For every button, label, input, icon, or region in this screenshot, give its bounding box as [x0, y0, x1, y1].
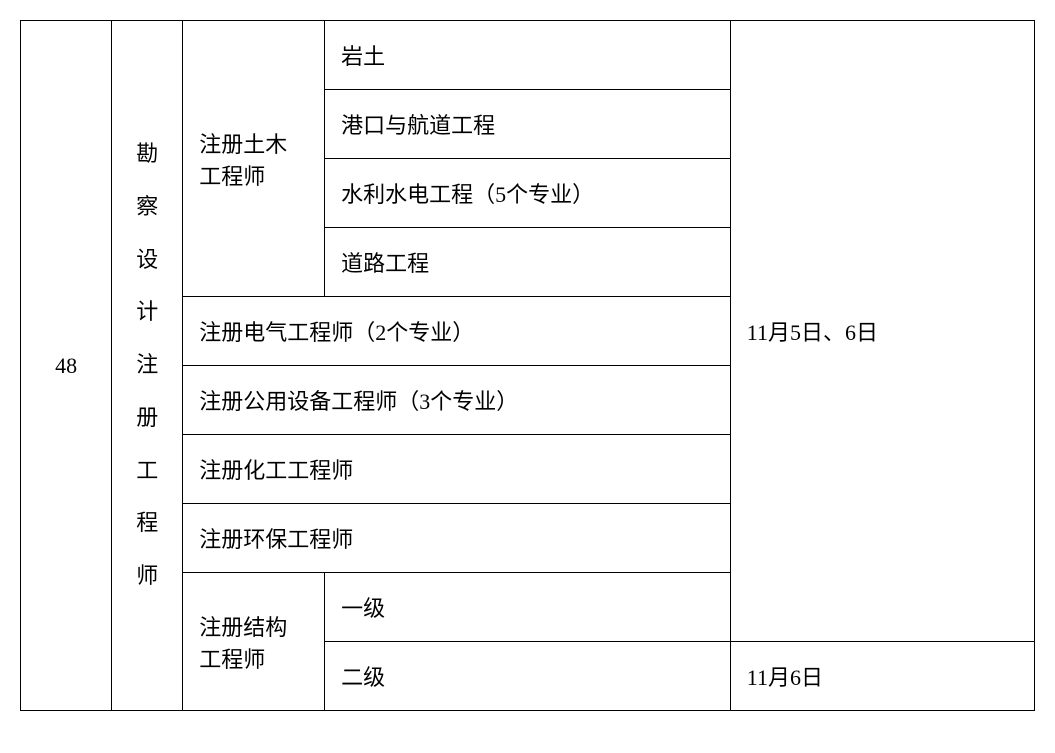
structural-cell: 注册结构工程师 [183, 573, 325, 711]
cat-char-4: 注 [136, 339, 158, 392]
exam-schedule-table-container: 48 勘 察 设 计 注 册 工 程 师 注册土木工程师 岩土 [20, 20, 1035, 711]
cat-char-2: 设 [136, 234, 158, 287]
date1-cell: 11月5日、6日 [730, 21, 1034, 642]
date2-cell: 11月6日 [730, 642, 1034, 711]
civil-engineer-label: 注册土木工程师 [199, 132, 287, 189]
environmental-cell: 注册环保工程师 [183, 504, 731, 573]
row-index-cell: 48 [21, 21, 112, 711]
category-cell: 勘 察 设 计 注 册 工 程 师 [112, 21, 183, 711]
geotech-label: 岩土 [341, 44, 385, 69]
chemical-cell: 注册化工工程师 [183, 435, 731, 504]
level1-label: 一级 [341, 596, 385, 621]
exam-schedule-table: 48 勘 察 设 计 注 册 工 程 师 注册土木工程师 岩土 [20, 20, 1035, 711]
port-cell: 港口与航道工程 [325, 90, 731, 159]
geotech-cell: 岩土 [325, 21, 731, 90]
table-row: 48 勘 察 设 计 注 册 工 程 师 注册土木工程师 岩土 [21, 21, 1035, 90]
civil-engineer-cell: 注册土木工程师 [183, 21, 325, 297]
category-vertical-text: 勘 察 设 计 注 册 工 程 师 [136, 128, 158, 603]
chemical-label: 注册化工工程师 [199, 458, 353, 483]
hydraulic-label: 水利水电工程（5个专业） [341, 182, 594, 207]
utility-label: 注册公用设备工程师（3个专业） [199, 389, 518, 414]
cat-char-0: 勘 [136, 128, 158, 181]
row-index: 48 [55, 353, 77, 378]
utility-cell: 注册公用设备工程师（3个专业） [183, 366, 731, 435]
road-label: 道路工程 [341, 251, 429, 276]
level2-label: 二级 [341, 665, 385, 690]
structural-label: 注册结构工程师 [199, 615, 287, 672]
level1-cell: 一级 [325, 573, 731, 642]
level2-cell: 二级 [325, 642, 731, 711]
cat-char-5: 册 [136, 392, 158, 445]
port-label: 港口与航道工程 [341, 113, 495, 138]
cat-char-7: 程 [136, 497, 158, 550]
date2-label: 11月6日 [747, 665, 823, 690]
cat-char-1: 察 [136, 181, 158, 234]
electrical-label: 注册电气工程师（2个专业） [199, 320, 474, 345]
electrical-cell: 注册电气工程师（2个专业） [183, 297, 731, 366]
environmental-label: 注册环保工程师 [199, 527, 353, 552]
road-cell: 道路工程 [325, 228, 731, 297]
cat-char-3: 计 [136, 286, 158, 339]
hydraulic-cell: 水利水电工程（5个专业） [325, 159, 731, 228]
date1-label: 11月5日、6日 [747, 320, 878, 345]
cat-char-6: 工 [136, 445, 158, 498]
cat-char-8: 师 [136, 550, 158, 603]
